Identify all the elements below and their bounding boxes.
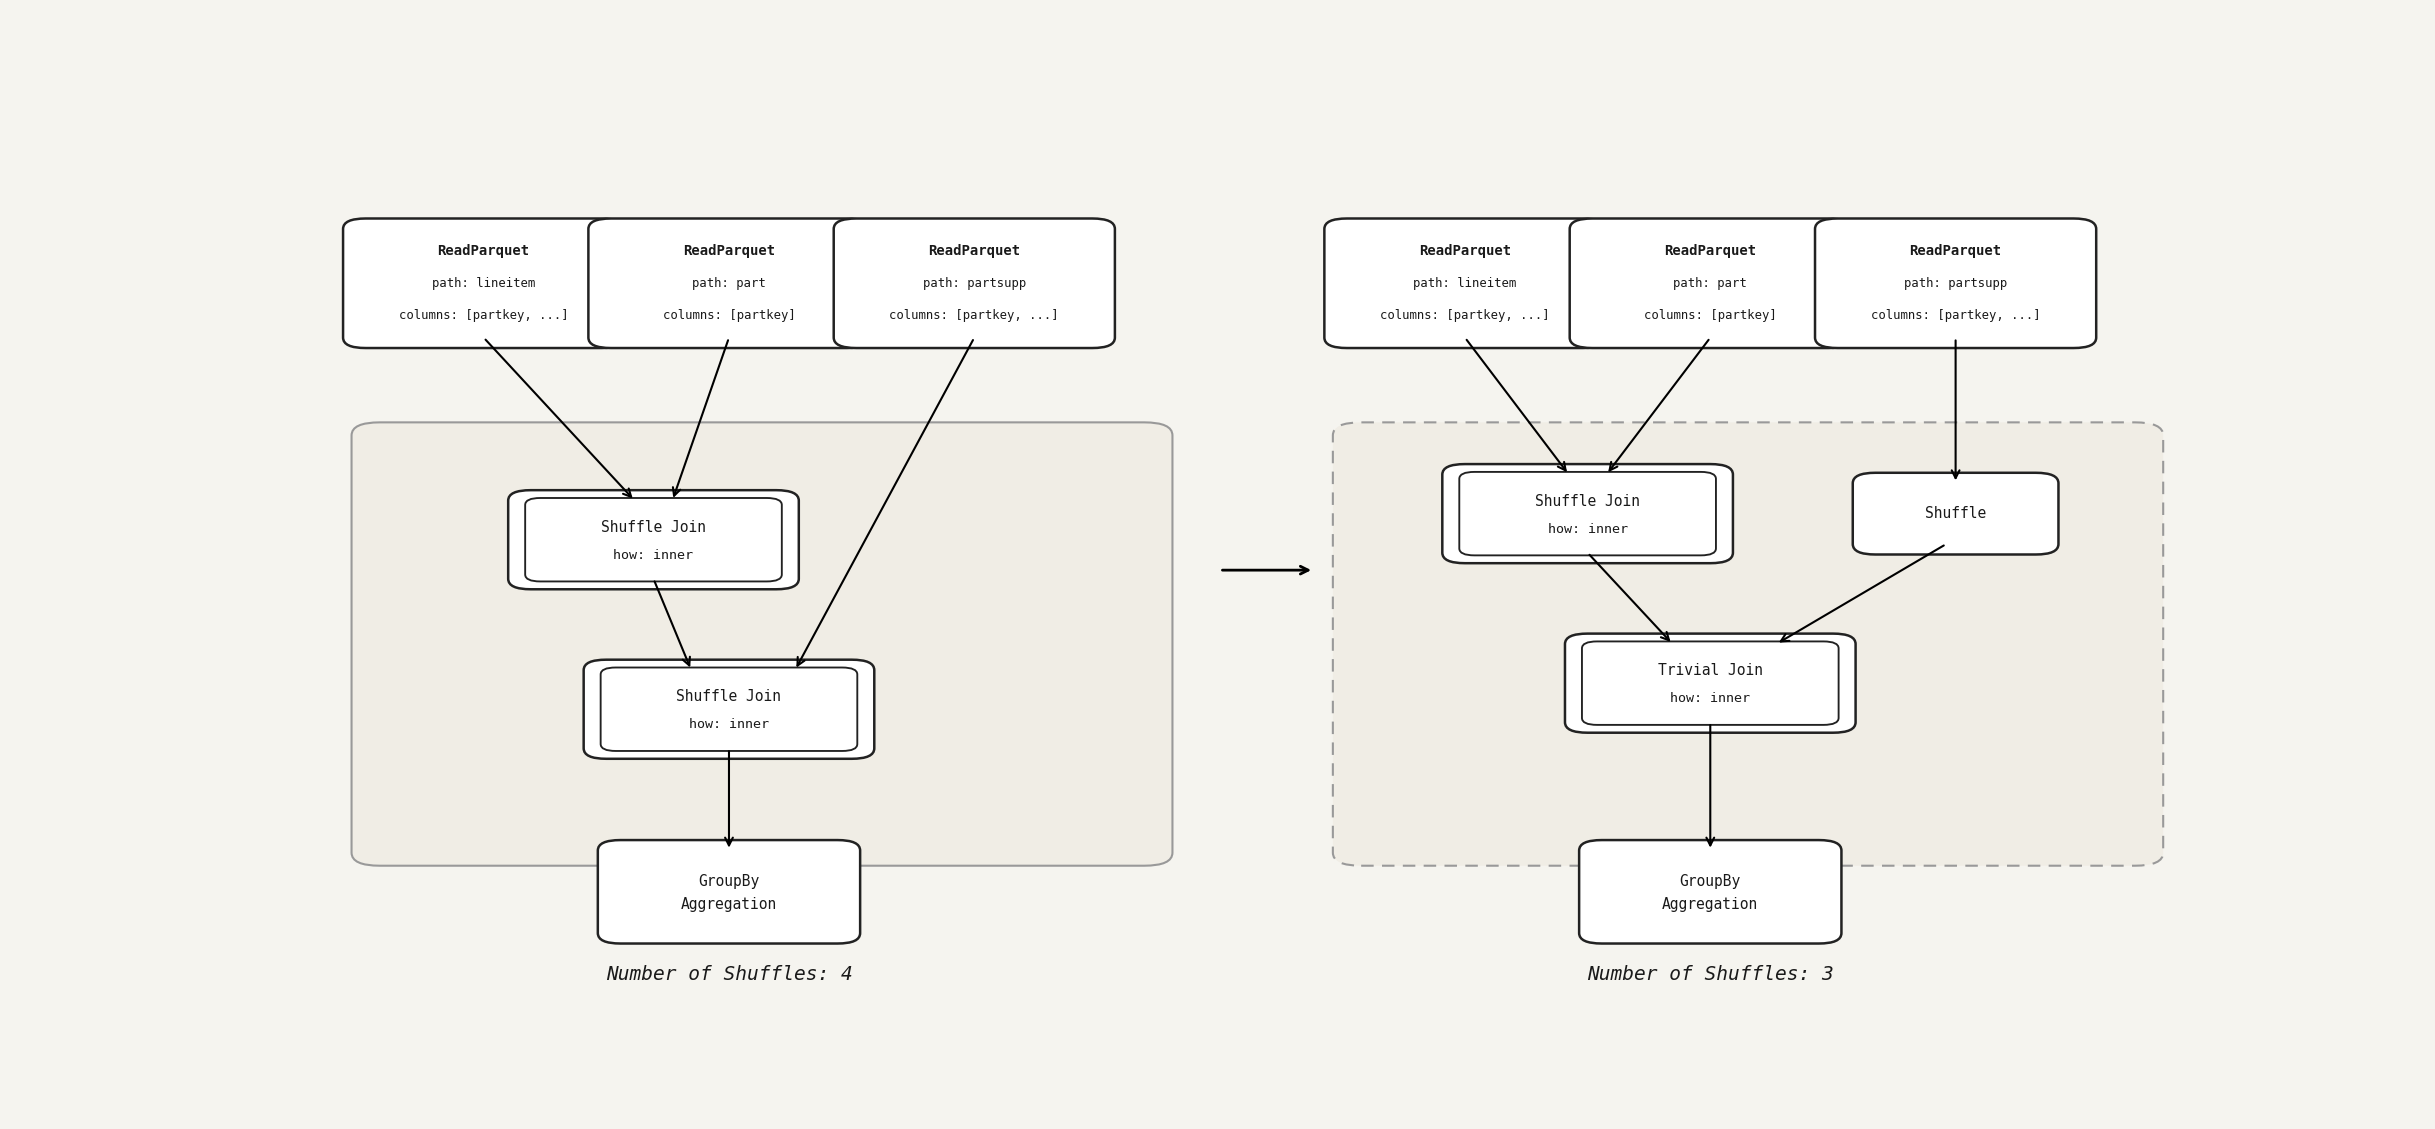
Text: columns: [partkey, ...]: columns: [partkey, ...] [889, 309, 1059, 323]
Text: path: partsupp: path: partsupp [1904, 277, 2006, 290]
FancyBboxPatch shape [1853, 473, 2058, 554]
Text: ReadParquet: ReadParquet [1909, 244, 2002, 257]
Text: how: inner: how: inner [614, 549, 694, 562]
FancyBboxPatch shape [601, 667, 857, 751]
Text: GroupBy: GroupBy [1680, 874, 1741, 890]
Text: ReadParquet: ReadParquet [928, 244, 1020, 257]
FancyBboxPatch shape [1442, 464, 1734, 563]
Text: path: lineitem: path: lineitem [1412, 277, 1517, 290]
FancyBboxPatch shape [1580, 840, 1841, 944]
FancyBboxPatch shape [589, 219, 869, 348]
Text: Aggregation: Aggregation [682, 896, 777, 912]
Text: ReadParquet: ReadParquet [682, 244, 774, 257]
FancyBboxPatch shape [1566, 633, 1855, 733]
FancyBboxPatch shape [343, 219, 623, 348]
FancyBboxPatch shape [1583, 641, 1838, 725]
Text: columns: [partkey]: columns: [partkey] [662, 309, 796, 323]
Text: Aggregation: Aggregation [1663, 896, 1758, 912]
FancyBboxPatch shape [1459, 472, 1717, 555]
FancyBboxPatch shape [833, 219, 1115, 348]
Text: columns: [partkey, ...]: columns: [partkey, ...] [1870, 309, 2041, 323]
Text: columns: [partkey]: columns: [partkey] [1644, 309, 1778, 323]
Text: ReadParquet: ReadParquet [1663, 244, 1756, 257]
Text: ReadParquet: ReadParquet [1420, 244, 1512, 257]
FancyBboxPatch shape [1814, 219, 2097, 348]
Text: Shuffle Join: Shuffle Join [1534, 493, 1641, 509]
FancyBboxPatch shape [1325, 219, 1605, 348]
FancyBboxPatch shape [351, 422, 1174, 866]
Text: Shuffle Join: Shuffle Join [601, 519, 706, 535]
Text: how: inner: how: inner [1549, 523, 1627, 536]
Text: Shuffle Join: Shuffle Join [677, 689, 782, 704]
Text: path: part: path: part [692, 277, 767, 290]
FancyBboxPatch shape [1332, 422, 2162, 866]
Text: GroupBy: GroupBy [699, 874, 760, 890]
Text: columns: [partkey, ...]: columns: [partkey, ...] [399, 309, 567, 323]
Text: path: part: path: part [1673, 277, 1748, 290]
FancyBboxPatch shape [599, 840, 860, 944]
Text: Shuffle: Shuffle [1926, 506, 1987, 522]
Text: path: lineitem: path: lineitem [431, 277, 536, 290]
FancyBboxPatch shape [526, 498, 782, 581]
FancyBboxPatch shape [1571, 219, 1851, 348]
FancyBboxPatch shape [584, 659, 874, 759]
Text: how: inner: how: inner [689, 718, 769, 732]
FancyBboxPatch shape [509, 490, 799, 589]
Text: how: inner: how: inner [1670, 692, 1751, 706]
Text: ReadParquet: ReadParquet [438, 244, 531, 257]
Text: Number of Shuffles: 4: Number of Shuffles: 4 [606, 965, 852, 983]
Text: Number of Shuffles: 3: Number of Shuffles: 3 [1588, 965, 1834, 983]
Text: columns: [partkey, ...]: columns: [partkey, ...] [1381, 309, 1549, 323]
Text: path: partsupp: path: partsupp [923, 277, 1025, 290]
Text: Trivial Join: Trivial Join [1658, 663, 1763, 679]
